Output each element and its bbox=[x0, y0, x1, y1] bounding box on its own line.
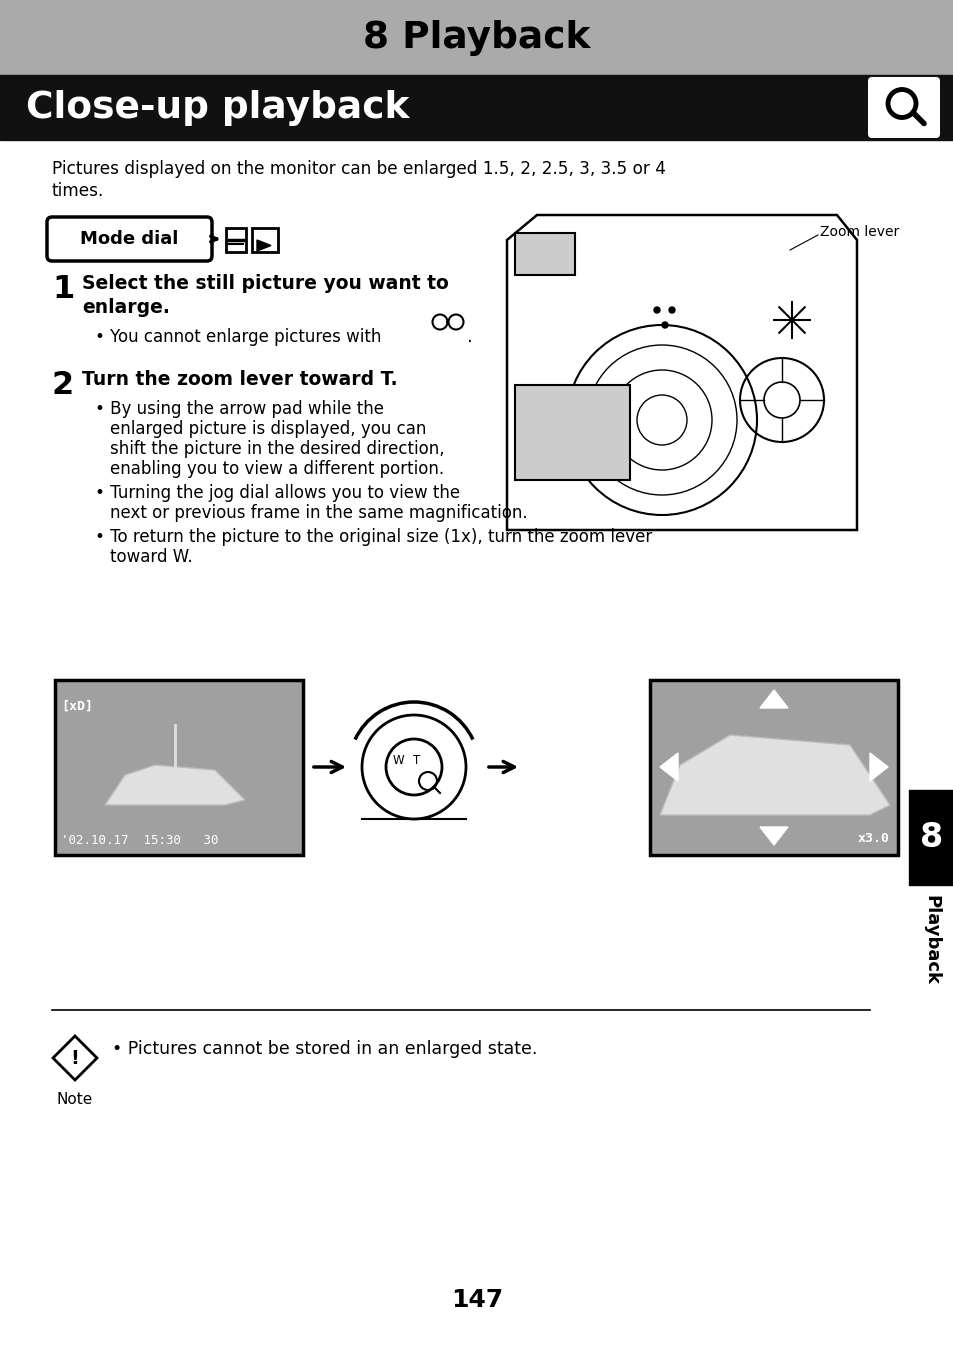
FancyBboxPatch shape bbox=[47, 217, 212, 261]
Polygon shape bbox=[869, 753, 887, 781]
Text: shift the picture in the desired direction,: shift the picture in the desired directi… bbox=[110, 440, 444, 459]
Polygon shape bbox=[105, 765, 245, 806]
Text: !: ! bbox=[71, 1049, 79, 1068]
Text: enabling you to view a different portion.: enabling you to view a different portion… bbox=[110, 460, 444, 477]
Text: enlarged picture is displayed, you can: enlarged picture is displayed, you can bbox=[110, 420, 426, 438]
Circle shape bbox=[668, 307, 675, 313]
Text: Note: Note bbox=[57, 1092, 93, 1107]
Text: 1: 1 bbox=[52, 274, 74, 305]
Bar bbox=[515, 233, 575, 274]
Bar bbox=[515, 385, 629, 480]
Text: toward W.: toward W. bbox=[110, 547, 193, 566]
Text: [xD]: [xD] bbox=[61, 699, 92, 713]
Text: W: W bbox=[392, 755, 403, 768]
Text: • By using the arrow pad while the: • By using the arrow pad while the bbox=[95, 399, 384, 418]
Text: • Pictures cannot be stored in an enlarged state.: • Pictures cannot be stored in an enlarg… bbox=[112, 1040, 537, 1059]
Text: 8 Playback: 8 Playback bbox=[363, 19, 590, 55]
Text: Playback: Playback bbox=[922, 894, 940, 985]
Circle shape bbox=[654, 307, 659, 313]
Text: next or previous frame in the same magnification.: next or previous frame in the same magni… bbox=[110, 504, 527, 522]
Text: • To return the picture to the original size (1x), turn the zoom lever: • To return the picture to the original … bbox=[95, 529, 652, 546]
Polygon shape bbox=[256, 239, 271, 252]
Bar bbox=[649, 681, 897, 855]
Text: T: T bbox=[413, 755, 420, 768]
Text: Mode dial: Mode dial bbox=[80, 230, 178, 247]
Text: • You cannot enlarge pictures with: • You cannot enlarge pictures with bbox=[95, 328, 381, 346]
Polygon shape bbox=[760, 827, 787, 845]
Bar bbox=[0, 75, 953, 140]
Text: Close-up playback: Close-up playback bbox=[26, 90, 409, 125]
Polygon shape bbox=[53, 1036, 97, 1080]
Bar bbox=[226, 229, 246, 252]
Text: Select the still picture you want to: Select the still picture you want to bbox=[82, 274, 448, 293]
Text: Turn the zoom lever toward T.: Turn the zoom lever toward T. bbox=[82, 370, 397, 389]
Text: 2: 2 bbox=[52, 370, 74, 401]
Polygon shape bbox=[506, 215, 856, 530]
Bar bbox=[908, 790, 953, 885]
FancyBboxPatch shape bbox=[867, 77, 939, 139]
Text: enlarge.: enlarge. bbox=[82, 299, 170, 317]
Text: .: . bbox=[461, 328, 472, 346]
Text: 147: 147 bbox=[451, 1289, 502, 1311]
Text: x3.0: x3.0 bbox=[857, 833, 889, 845]
Circle shape bbox=[661, 321, 667, 328]
Polygon shape bbox=[659, 753, 678, 781]
Bar bbox=[252, 229, 277, 252]
Text: Pictures displayed on the monitor can be enlarged 1.5, 2, 2.5, 3, 3.5 or 4: Pictures displayed on the monitor can be… bbox=[52, 160, 665, 178]
Polygon shape bbox=[760, 690, 787, 707]
Text: • Turning the jog dial allows you to view the: • Turning the jog dial allows you to vie… bbox=[95, 484, 459, 502]
Text: Zoom lever: Zoom lever bbox=[820, 225, 899, 239]
Bar bbox=[55, 681, 303, 855]
Bar bbox=[0, 0, 953, 75]
Text: times.: times. bbox=[52, 182, 104, 200]
Text: 8: 8 bbox=[919, 820, 943, 854]
Text: '02.10.17  15:30   30: '02.10.17 15:30 30 bbox=[61, 834, 218, 847]
Polygon shape bbox=[659, 734, 889, 815]
